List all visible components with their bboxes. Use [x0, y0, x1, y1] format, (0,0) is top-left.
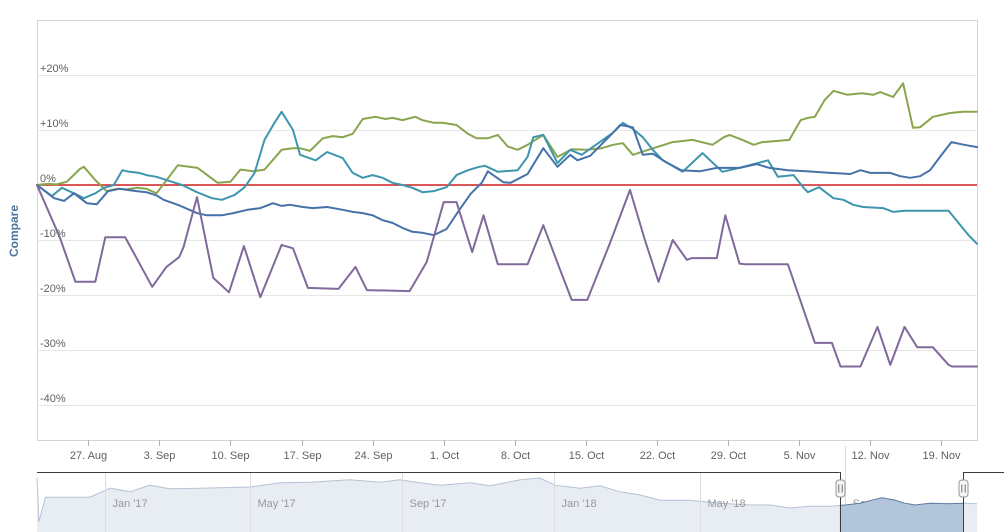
x-axis-label: 15. Oct: [569, 450, 604, 462]
x-axis-label: 19. Nov: [923, 450, 961, 462]
x-axis-label: 1. Oct: [430, 450, 459, 462]
navigator-area[interactable]: [37, 478, 977, 532]
x-axis-label: 12. Nov: [852, 450, 890, 462]
navigator-label: Jan '17: [113, 498, 148, 510]
series-blue: [36, 124, 978, 237]
series-green: [36, 82, 978, 195]
y-axis-label: -10%: [40, 228, 66, 240]
series-purple: [36, 184, 978, 368]
y-axis-label: -20%: [40, 283, 66, 295]
y-axis-label: -30%: [40, 338, 66, 350]
x-axis-label: 10. Sep: [212, 450, 250, 462]
navigator-label: May '18: [708, 498, 746, 510]
x-axis-label: 8. Oct: [501, 450, 530, 462]
y-axis-label: +20%: [40, 63, 69, 75]
plot-area[interactable]: [37, 20, 978, 441]
navigator-selected-area[interactable]: [37, 478, 977, 532]
navigator-selected-line: [839, 497, 963, 506]
navigator-label: Sep '17: [410, 498, 447, 510]
navigator-label: Jan '18: [562, 498, 597, 510]
x-axis-label: 27. Aug: [70, 450, 107, 462]
x-axis-label: 29. Oct: [711, 450, 746, 462]
x-axis-label: 5. Nov: [784, 450, 816, 462]
series-teal: [36, 110, 978, 245]
navigator-handle-right[interactable]: [958, 479, 969, 498]
y-axis-title: Compare: [7, 205, 21, 257]
y-axis-label: -40%: [40, 393, 66, 405]
y-axis-label: 0%: [40, 173, 56, 185]
x-axis-label: 3. Sep: [144, 450, 176, 462]
x-axis-label: 22. Oct: [640, 450, 675, 462]
y-axis-label: +10%: [40, 118, 69, 130]
x-axis-label: 17. Sep: [284, 450, 322, 462]
navigator-label: May '17: [258, 498, 296, 510]
navigator-handle-left[interactable]: [835, 479, 846, 498]
x-axis-label: 24. Sep: [355, 450, 393, 462]
